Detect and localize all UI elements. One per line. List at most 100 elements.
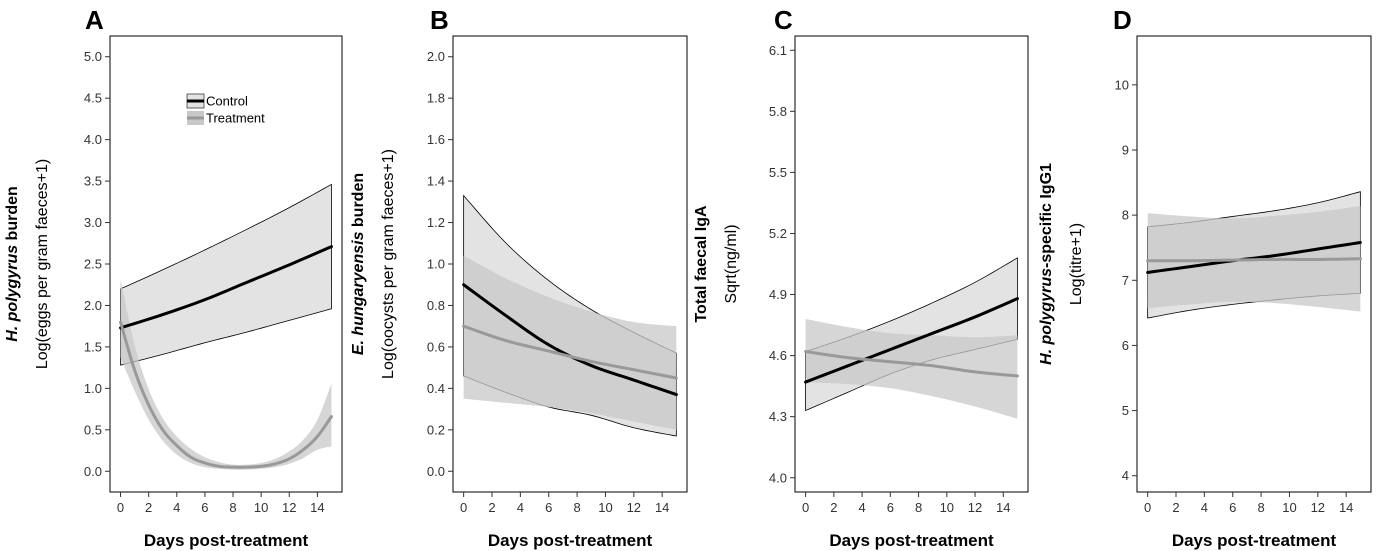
x-tick-label: 10: [598, 500, 612, 515]
panel-d: 0 2 4 6 8 10 12 14 4 5 6 7 8 9 10 D Days post-treatment H…: [1038, 5, 1372, 550]
y-axis-label-bold: H. polygyrus burden: [4, 186, 21, 342]
y-tick-label: 0.5: [84, 422, 102, 437]
plot-border: [1136, 35, 1372, 493]
y-tick-label: 3.5: [84, 174, 102, 189]
y-tick-label: 1.2: [427, 215, 445, 230]
y-tick-label: 5: [1122, 403, 1129, 418]
panel-c: 0 2 4 6 8 10 12 14 4.0 4.3 4.6 4.9 5.2 5.5 5.8 6.1 C Days…: [693, 5, 1029, 550]
x-tick-label: 2: [830, 500, 837, 515]
x-axis-label: Days post-treatment: [1172, 531, 1337, 550]
y-tick-label: 2.5: [84, 257, 102, 272]
x-axis-label: Days post-treatment: [144, 531, 309, 550]
y-tick-label: 5.2: [769, 226, 787, 241]
panel-letter: D: [1113, 5, 1132, 35]
y-tick-label: 6: [1122, 338, 1129, 353]
x-tick-label: 10: [940, 500, 954, 515]
y-tick-label: 9: [1122, 143, 1129, 158]
x-tick-label: 2: [145, 500, 152, 515]
x-tick-label: 14: [310, 500, 324, 515]
y-tick-label: 5.8: [769, 104, 787, 119]
y-tick-label: 1.4: [427, 174, 445, 189]
treatment-confidence-band: [463, 255, 677, 430]
legend-item-treatment: Treatment: [187, 111, 265, 126]
x-tick-label: 6: [887, 500, 894, 515]
y-tick-label: 1.0: [427, 257, 445, 272]
y-tick-label: 2.0: [427, 49, 445, 64]
x-tick-label: 8: [915, 500, 922, 515]
y-axis-label-units: Log(eggs per gram faeces+1): [34, 159, 51, 369]
treatment-confidence-band: [120, 278, 332, 470]
x-tick-label: 2: [1172, 500, 1179, 515]
plot-border: [794, 35, 1029, 493]
y-tick-label: 4.0: [84, 132, 102, 147]
panel-letter: A: [85, 5, 104, 35]
x-axis-label: Days post-treatment: [488, 531, 653, 550]
y-axis-label-bold: H. polygyrus-specific IgG1: [1038, 163, 1055, 365]
x-tick-label: 6: [201, 500, 208, 515]
treatment-line: [1146, 257, 1362, 263]
panel-letter: C: [774, 5, 793, 35]
x-axis-label: Days post-treatment: [829, 531, 994, 550]
y-axis-label-units: Sqrt(ng/ml): [723, 224, 740, 303]
legend: Control Treatment: [186, 94, 265, 126]
x-tick-label: 6: [545, 500, 552, 515]
y-tick-label: 1.8: [427, 91, 445, 106]
y-tick-label: 4.5: [84, 91, 102, 106]
x-tick-label: 6: [1229, 500, 1236, 515]
y-tick-label: 0.4: [427, 381, 445, 396]
x-tick-label: 12: [1311, 500, 1325, 515]
y-tick-label: 10: [1115, 77, 1129, 92]
x-tick-label: 4: [173, 500, 180, 515]
y-tick-label: 4.3: [769, 409, 787, 424]
x-tick-label: 12: [627, 500, 641, 515]
panel-b: 0 2 4 6 8 10 12 14 0.0 0.2 0.4 0.6 0.8 1.0 1.2 1.4 1.6 1.…: [350, 5, 688, 550]
x-tick-label: 0: [117, 500, 124, 515]
x-tick-label: 4: [858, 500, 865, 515]
treatment-line: [804, 350, 1019, 378]
x-tick-label: 12: [282, 500, 296, 515]
x-tick-label: 8: [229, 500, 236, 515]
y-tick-label: 4.0: [769, 470, 787, 485]
y-tick-label: 1.6: [427, 132, 445, 147]
legend-label: Control: [206, 94, 248, 109]
x-tick-label: 12: [968, 500, 982, 515]
y-tick-label: 1.5: [84, 339, 102, 354]
control-confidence-band: [120, 183, 332, 366]
y-tick-label: 0.6: [427, 339, 445, 354]
x-tick-label: 0: [802, 500, 809, 515]
y-tick-label: 0.0: [84, 464, 102, 479]
control-line: [119, 245, 333, 330]
y-tick-label: 2.0: [84, 298, 102, 313]
x-tick-label: 14: [996, 500, 1010, 515]
x-tick-label: 2: [488, 500, 495, 515]
y-tick-label: 5.5: [769, 165, 787, 180]
y-tick-label: 0.2: [427, 422, 445, 437]
y-tick-label: 0.8: [427, 298, 445, 313]
legend-item-control: Control: [186, 94, 248, 109]
panel-a: 0 2 4 6 8 10 12 14 0.0 0.5 1.0 1.5 2.0 2.5 3.0 3.5 4.0 4.…: [4, 5, 343, 550]
x-tick-label: 4: [517, 500, 524, 515]
y-tick-label: 0.0: [427, 464, 445, 479]
y-tick-label: 4.6: [769, 348, 787, 363]
y-axis-label-units: Log(oocysts per gram faeces+1): [380, 149, 397, 379]
y-tick-label: 6.1: [769, 43, 787, 58]
x-tick-label: 0: [460, 500, 467, 515]
x-tick-label: 8: [573, 500, 580, 515]
y-tick-label: 7: [1122, 273, 1129, 288]
control-line: [1146, 241, 1362, 274]
y-tick-label: 4.9: [769, 287, 787, 302]
y-tick-label: 8: [1122, 208, 1129, 223]
y-tick-label: 4: [1122, 468, 1129, 483]
x-tick-label: 8: [1257, 500, 1264, 515]
x-tick-label: 0: [1144, 500, 1151, 515]
plot-area: [795, 36, 1028, 492]
y-axis-label-bold: E. hungaryensis burden: [350, 173, 367, 355]
x-tick-label: 4: [1201, 500, 1208, 515]
control-line: [804, 297, 1019, 384]
x-tick-label: 10: [254, 500, 268, 515]
y-tick-label: 5.0: [84, 49, 102, 64]
y-axis-label-units: Log(titre+1): [1068, 223, 1085, 305]
treatment-line: [119, 320, 333, 469]
x-tick-label: 14: [655, 500, 669, 515]
